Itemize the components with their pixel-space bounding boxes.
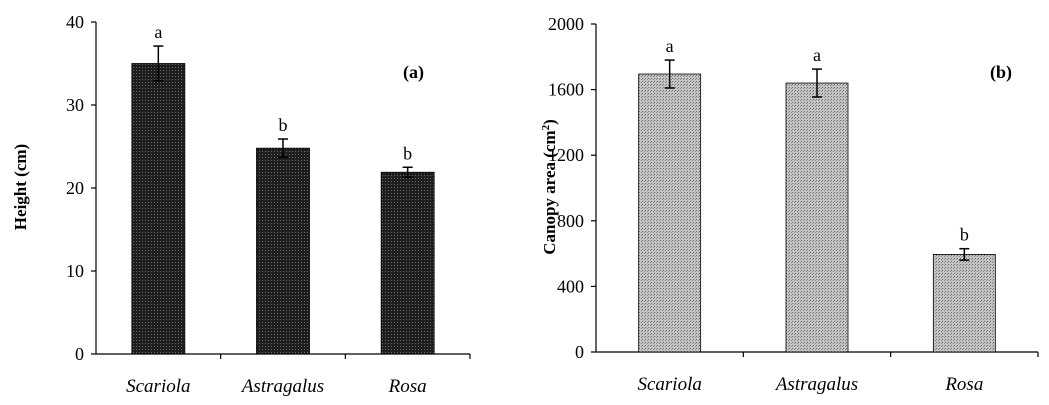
x-category-label: Astragalus — [774, 374, 858, 395]
bar-rosa — [380, 171, 435, 355]
x-category-label: Rosa — [388, 376, 427, 397]
chart-panel-a: Height (cm) (a) 0 10 20 30 40 a Scariola b Astra… — [11, 12, 471, 397]
y-tick-label: 2000 — [548, 14, 584, 34]
significance-label: b — [279, 115, 288, 135]
significance-label: a — [666, 36, 674, 56]
significance-label: a — [154, 22, 162, 42]
x-category-label: Scariola — [637, 374, 701, 395]
bar-astragalus — [256, 147, 310, 355]
y-tick-label: 1200 — [548, 145, 584, 165]
y-tick-label: 40 — [66, 12, 84, 32]
significance-label: b — [403, 143, 412, 163]
significance-label: a — [813, 45, 821, 65]
y-tick-label: 0 — [575, 342, 584, 362]
bar-rosa — [932, 254, 996, 353]
y-tick-label: 800 — [557, 211, 584, 231]
y-tick-label: 10 — [66, 261, 84, 281]
panel-label: (b) — [990, 62, 1012, 83]
x-category-label: Scariola — [126, 376, 190, 397]
y-tick-label: 1600 — [548, 80, 584, 100]
y-axis-label: Canopy area (cm2) — [540, 119, 559, 255]
significance-label: b — [960, 225, 969, 245]
bar-astragalus — [785, 82, 849, 353]
y-axis-label: Height (cm) — [11, 144, 30, 230]
bar-scariola — [131, 63, 186, 355]
bar-scariola — [638, 73, 702, 353]
x-category-label: Rosa — [944, 374, 983, 395]
y-axis-label-suffix: ) — [540, 119, 559, 125]
y-axis-label-superscript: 2 — [540, 124, 552, 130]
y-tick-label: 400 — [557, 276, 584, 296]
x-category-label: Astragalus — [240, 376, 324, 397]
panel-label: (a) — [403, 62, 424, 83]
y-axis-label-text: Canopy area (cm — [540, 130, 559, 254]
y-tick-label: 30 — [66, 95, 84, 115]
chart-panel-b: Canopy area (cm2) (b) 0 400 800 1200 1600 200… — [540, 14, 1039, 395]
y-tick-label: 20 — [66, 178, 84, 198]
y-tick-label: 0 — [75, 344, 84, 364]
